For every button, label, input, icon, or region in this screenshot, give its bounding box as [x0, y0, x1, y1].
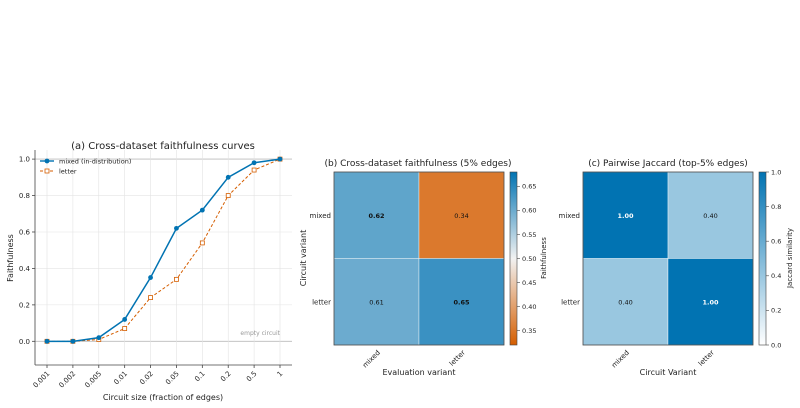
- x-tick-label: 0.1: [193, 370, 207, 384]
- cell-value-label: 0.34: [454, 212, 468, 220]
- cell-value-label: 0.40: [703, 212, 717, 220]
- panel-c-colorbar: [758, 171, 767, 346]
- panel-b-colorbar: [509, 171, 518, 346]
- panel-a-series: [44, 156, 283, 344]
- data-point-letter: [251, 167, 257, 173]
- data-point-mixed: [225, 174, 231, 180]
- data-point-mixed: [251, 160, 257, 166]
- column-label: letter: [448, 349, 467, 368]
- heatmap-cell: [418, 171, 505, 259]
- row-label: letter: [561, 298, 580, 306]
- colorbar-tick-label: 0.8: [771, 203, 781, 211]
- panel-b-colorbar-ticks: 0.35 0.40 0.45 0.50 0.55 0.60 0.65: [517, 183, 536, 335]
- colorbar-tick-label: 0.65: [522, 183, 536, 191]
- heatmap-cell: [582, 258, 669, 346]
- colorbar-tick-label: 0.55: [522, 231, 536, 239]
- panel-c-xlabel: Circuit Variant: [640, 368, 697, 377]
- series-line-letter: [47, 158, 281, 342]
- x-tick-label: 1: [276, 370, 285, 379]
- y-tick-label: 0.8: [19, 192, 30, 200]
- panel-a-xlabel: Circuit size (fraction of edges): [103, 393, 223, 402]
- x-tick-label: 0.01: [112, 370, 129, 387]
- panel-a-legend: mixed (in-distribution) letter: [40, 158, 131, 176]
- colorbar-tick-label: 0.35: [522, 327, 536, 335]
- y-tick-label: 1.0: [19, 156, 30, 164]
- panel-a-axes: [34, 150, 292, 366]
- panel-b-title: (b) Cross-dataset faithfulness (5% edges…: [324, 159, 511, 169]
- data-point-mixed: [122, 317, 128, 322]
- panel-c-heatmap: (c) Pairwise Jaccard (top-5% edges) 1.00…: [559, 159, 794, 377]
- empty-circuit-annotation: empty circuit: [240, 330, 280, 337]
- cell-value-label: 0.61: [369, 298, 383, 306]
- legend-marker-letter: [44, 168, 50, 174]
- y-tick-label: 0.0: [19, 338, 30, 346]
- panel-a-ylabel: Faithfulness: [6, 234, 15, 282]
- x-tick-label: 0.002: [57, 370, 77, 390]
- panel-c-colorbar-label: Jaccard similarity: [786, 228, 794, 289]
- cell-value-label: 0.62: [368, 212, 384, 220]
- panel-b-cells: 0.62 0.34 0.61 0.65: [333, 171, 505, 346]
- panel-b-colorbar-label: Faithfulness: [540, 237, 548, 279]
- colorbar-tick-label: 1.0: [771, 168, 781, 176]
- x-tick-label: 0.5: [245, 370, 259, 384]
- heatmap-cell: [333, 258, 420, 346]
- cell-value-label: 0.40: [618, 298, 632, 306]
- panel-c-cells: 1.00 0.40 0.40 1.00: [582, 171, 754, 346]
- colorbar-tick-label: 0.60: [522, 207, 536, 215]
- panel-c-colorbar-ticks: 0.0 0.2 0.4 0.6 0.8 1.0: [766, 168, 781, 349]
- x-tick-label: 0.02: [138, 370, 155, 387]
- column-label: mixed: [610, 349, 631, 370]
- x-tick-label: 0.001: [32, 370, 52, 390]
- legend-label-letter: letter: [59, 168, 77, 176]
- data-point-mixed: [199, 207, 205, 213]
- panel-c-title: (c) Pairwise Jaccard (top-5% edges): [588, 159, 748, 169]
- x-tick-label: 0.2: [219, 370, 233, 384]
- data-point-letter: [199, 240, 205, 246]
- colorbar-tick-label: 0.50: [522, 255, 536, 263]
- x-tick-label: 0.005: [83, 370, 103, 390]
- series-line-mixed: [47, 158, 281, 343]
- x-tick-label: 0.05: [164, 370, 181, 387]
- panel-a-line-chart: (a) Cross-dataset faithfulness curves 0.…: [6, 141, 292, 402]
- panel-b-xlabel: Evaluation variant: [382, 368, 455, 377]
- panel-a-y-ticks: 0.0 0.2 0.4 0.6 0.8 1.0: [19, 156, 35, 346]
- heatmap-cell: [582, 171, 669, 259]
- colorbar-tick-label: 0.6: [771, 238, 781, 246]
- data-point-mixed: [174, 225, 179, 231]
- column-label: mixed: [361, 349, 382, 370]
- cell-value-label: 1.00: [617, 212, 634, 220]
- y-tick-label: 0.6: [19, 228, 31, 236]
- heatmap-cell: [667, 171, 754, 259]
- cell-value-label: 0.65: [453, 298, 470, 306]
- colorbar-tick-label: 0.2: [771, 307, 781, 315]
- data-point-letter: [225, 193, 231, 198]
- data-point-mixed: [96, 335, 102, 341]
- data-point-mixed: [148, 275, 153, 280]
- cell-value-label: 1.00: [702, 298, 719, 306]
- panel-a-x-ticks: 0.001 0.002 0.005 0.01 0.02 0.05 0.1 0.2 0.5 1: [32, 365, 285, 390]
- data-point-letter: [174, 276, 179, 282]
- data-point-letter: [122, 326, 128, 331]
- colorbar-tick-label: 0.0: [771, 341, 781, 349]
- colorbar-tick-label: 0.4: [771, 272, 781, 280]
- row-label: mixed: [559, 212, 580, 220]
- panel-b-ylabel: Circuit variant: [299, 230, 308, 287]
- column-label: letter: [697, 349, 716, 368]
- legend-label-mixed: mixed (in-distribution): [59, 158, 131, 166]
- data-point-mixed: [277, 156, 283, 162]
- colorbar-tick-label: 0.40: [522, 303, 536, 311]
- row-label: mixed: [310, 212, 331, 220]
- colorbar-tick-label: 0.45: [522, 279, 536, 287]
- heatmap-cell: [667, 258, 754, 346]
- data-point-mixed: [70, 338, 76, 344]
- data-point-mixed: [44, 338, 50, 344]
- row-label: letter: [312, 298, 331, 306]
- legend-marker-mixed: [44, 158, 50, 164]
- y-tick-label: 0.2: [19, 301, 30, 309]
- panel-b-heatmap: (b) Cross-dataset faithfulness (5% edges…: [299, 159, 548, 377]
- y-tick-label: 0.4: [19, 265, 31, 273]
- data-point-letter: [148, 295, 153, 300]
- panel-a-title: (a) Cross-dataset faithfulness curves: [71, 141, 255, 152]
